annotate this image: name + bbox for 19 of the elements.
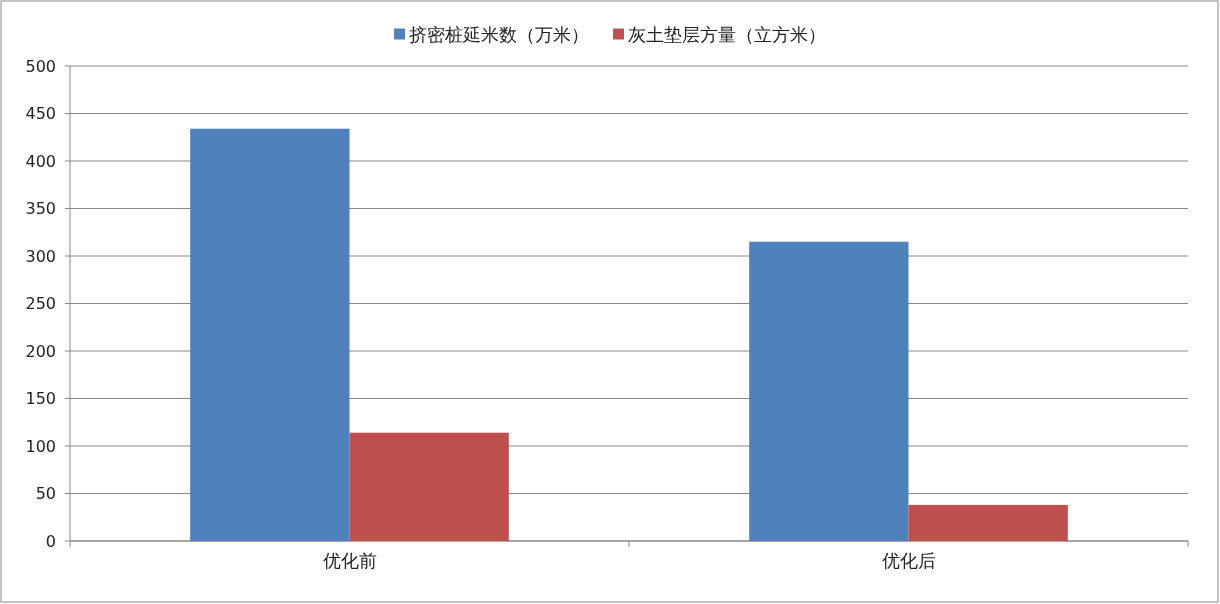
y-tick-label: 200 <box>25 341 56 361</box>
y-tick-label: 300 <box>25 246 56 266</box>
y-tick-label: 150 <box>25 389 56 408</box>
legend-label: 挤密桩延米数（万米） <box>409 23 589 45</box>
bar <box>908 504 1068 541</box>
bar <box>349 432 509 541</box>
bar <box>190 128 350 541</box>
legend-label: 灰土垫层方量（立方米） <box>628 23 826 45</box>
y-tick-label: 500 <box>25 56 56 76</box>
y-tick-label: 250 <box>25 294 56 313</box>
y-tick-label: 400 <box>25 151 56 171</box>
y-tick-label: 50 <box>35 484 56 503</box>
y-tick-label: 450 <box>25 104 56 123</box>
bar <box>749 241 909 541</box>
y-tick-label: 350 <box>25 199 56 218</box>
y-tick-label: 100 <box>25 436 56 456</box>
x-tick-label: 优化后 <box>881 550 936 571</box>
y-tick-label: 0 <box>45 531 56 551</box>
x-tick-label: 优化前 <box>322 550 377 571</box>
